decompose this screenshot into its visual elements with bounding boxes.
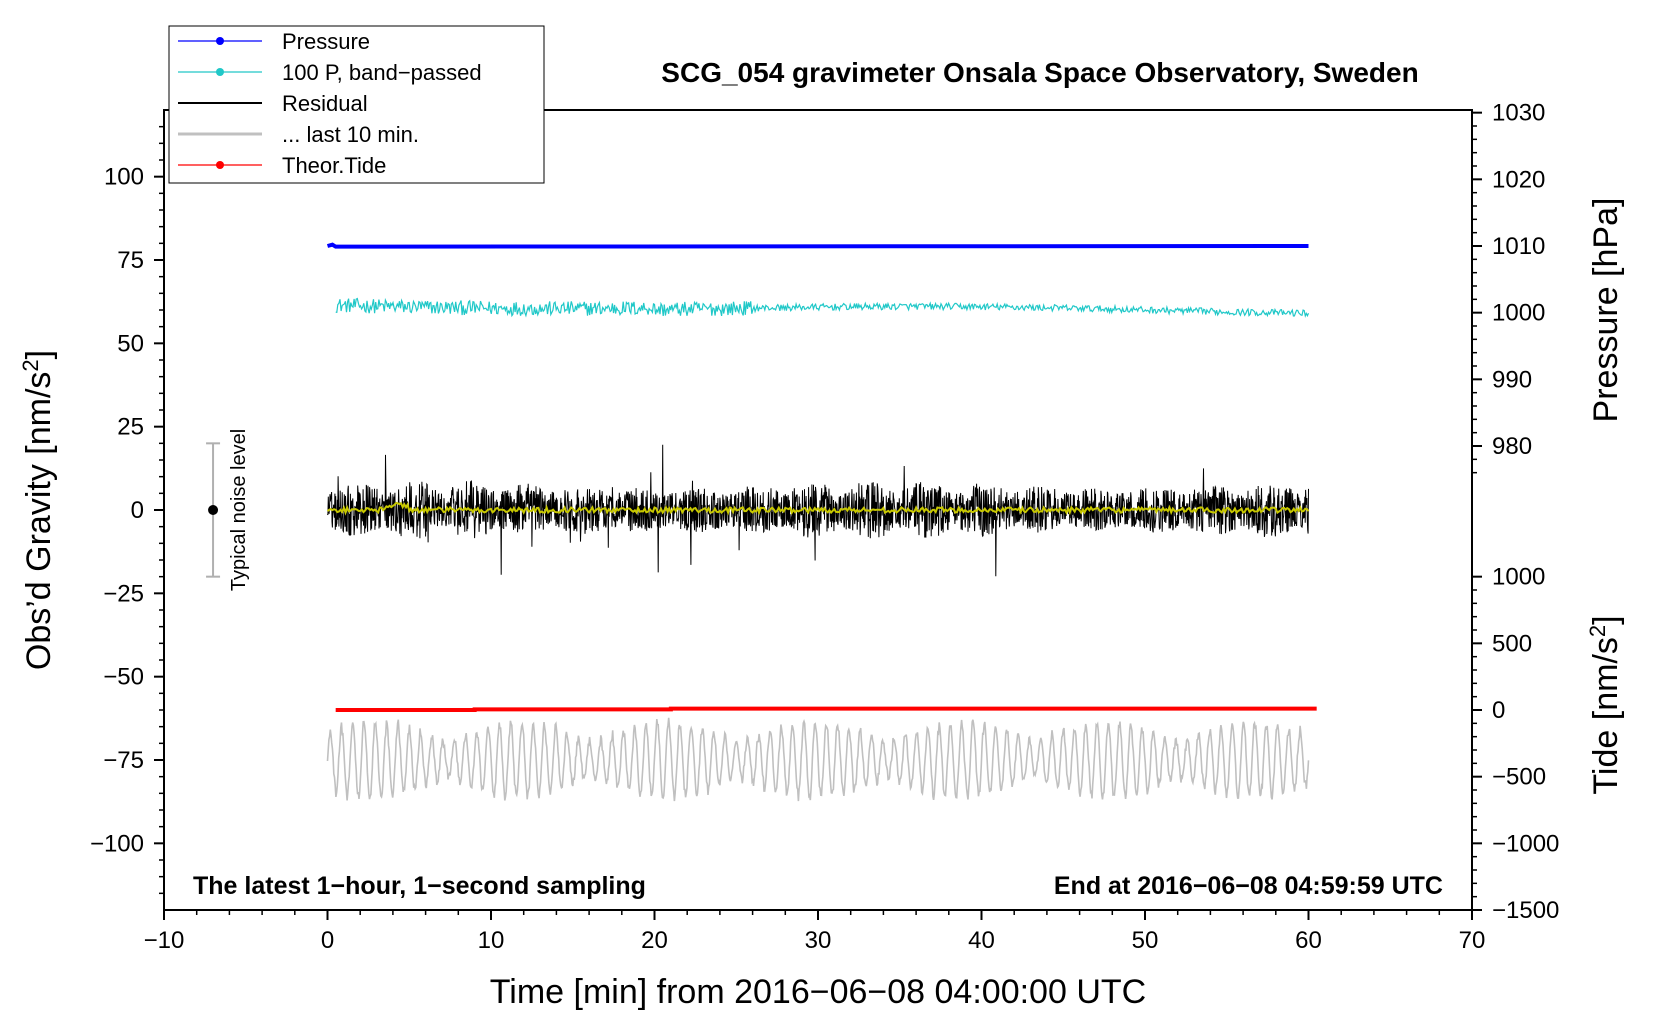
annotation-end-time: End at 2016−06−08 04:59:59 UTC	[1054, 872, 1443, 900]
legend-marker	[216, 161, 224, 169]
pressure-tick-label: 1010	[1492, 233, 1545, 260]
tide-tick-label: 1000	[1492, 564, 1545, 591]
legend-label: Theor.Tide	[282, 153, 386, 178]
y-left-tick-label: 75	[117, 247, 144, 274]
y-left-tick-label: 50	[117, 330, 144, 357]
x-tick-label: −10	[144, 927, 185, 954]
tide-axis-title: Tide [nm/s2]	[1585, 615, 1626, 794]
tide-tick-label: −1500	[1492, 897, 1559, 924]
noise-bar-center-dot	[208, 505, 219, 515]
legend-marker	[216, 37, 224, 45]
legend-marker	[216, 68, 224, 76]
pressure-tick-label: 1030	[1492, 100, 1545, 127]
legend-label: ... last 10 min.	[282, 122, 419, 147]
series-smoothed-residual-line	[326, 501, 1310, 516]
y-left-tick-label: −75	[103, 747, 144, 774]
series-theoretical-tide-line	[335, 706, 1317, 712]
y-left-tick-label: 25	[117, 414, 144, 441]
y-left-tick-label: −25	[103, 580, 144, 607]
legend-label: 100 P, band−passed	[282, 60, 482, 85]
series-bandpassed-line	[335, 297, 1310, 318]
tide-tick-label: −500	[1492, 764, 1546, 791]
chart-title: SCG_054 gravimeter Onsala Space Observat…	[661, 57, 1418, 88]
pressure-tick-label: 1000	[1492, 300, 1545, 327]
y-axis-left-title: Obs’d Gravity [nm/s2]	[18, 350, 59, 670]
legend-label: Residual	[282, 91, 368, 116]
pressure-tick-label: 980	[1492, 433, 1532, 460]
x-axis-ticks: −10 0 10 20 30 40 50 60 70	[144, 910, 1486, 954]
legend-box	[168, 25, 545, 184]
y-left-tick-label: −100	[90, 830, 144, 857]
legend-entries: Pressure 100 P, band−passed Residual ... la…	[178, 29, 482, 178]
tide-axis-title-sup: 2	[1585, 625, 1610, 637]
series-last-10-min-line	[326, 717, 1310, 802]
noise-bar-label: Typical noise level	[228, 429, 250, 591]
tide-axis-ticks: 1000 500 0 −500 −1000 −1500	[1472, 564, 1559, 924]
noise-level-indicator: Typical noise level	[206, 429, 250, 591]
x-tick-label: 30	[805, 927, 832, 954]
series-pressure-line	[326, 242, 1309, 249]
pressure-tick-label: 1020	[1492, 166, 1545, 193]
series-layer	[326, 242, 1317, 802]
legend: Pressure 100 P, band−passed Residual ... la…	[168, 25, 545, 184]
x-tick-label: 70	[1459, 927, 1486, 954]
tide-tick-label: −1000	[1492, 830, 1559, 857]
pressure-axis-title: Pressure [hPa]	[1587, 198, 1625, 423]
x-tick-label: 40	[968, 927, 995, 954]
y-axis-left-title-sup: 2	[18, 359, 43, 371]
y-axis-left-ticks: 100 75 50 25 0 −25 −50 −75 −100	[90, 125, 164, 895]
pressure-axis-ticks: 1030 1020 1010 1000 990 980	[1472, 100, 1545, 474]
x-tick-label: 20	[641, 927, 668, 954]
x-axis-title: Time [min] from 2016−06−08 04:00:00 UTC	[490, 973, 1146, 1011]
y-left-tick-label: 0	[131, 497, 144, 524]
pressure-tick-label: 990	[1492, 366, 1532, 393]
x-tick-label: 60	[1295, 927, 1322, 954]
x-tick-label: 10	[478, 927, 505, 954]
tide-tick-label: 0	[1492, 697, 1505, 724]
tide-tick-label: 500	[1492, 630, 1532, 657]
x-tick-label: 50	[1132, 927, 1159, 954]
y-left-tick-label: −50	[103, 664, 144, 691]
legend-label: Pressure	[282, 29, 370, 54]
y-left-tick-label: 100	[104, 164, 144, 191]
annotation-sampling: The latest 1−hour, 1−second sampling	[193, 872, 646, 900]
x-tick-label: 0	[321, 927, 334, 954]
